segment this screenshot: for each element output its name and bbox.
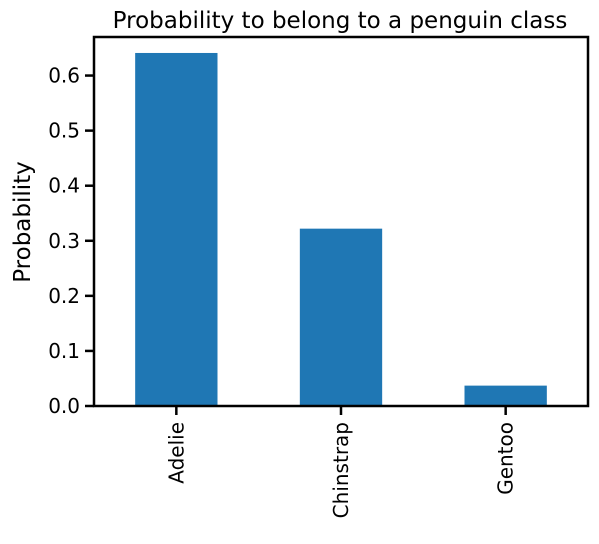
chart-title: Probability to belong to a penguin class <box>113 8 568 34</box>
bar-gentoo <box>464 385 547 406</box>
y-tick-label: 0.0 <box>48 394 80 418</box>
bar-chinstrap <box>299 228 383 406</box>
bar-adelie <box>135 52 218 406</box>
y-tick-label: 0.3 <box>48 229 80 253</box>
y-axis-ticks: 0.0 0.1 0.2 0.3 0.4 0.5 0.6 <box>48 64 94 418</box>
plot-frame <box>92 35 590 408</box>
y-tick-label: 0.1 <box>48 339 80 363</box>
x-axis-ticks: Adelie Chinstrap Gentoo <box>164 406 518 518</box>
y-axis-label: Probability <box>10 161 36 283</box>
y-tick-label: 0.5 <box>48 119 80 143</box>
y-tick-label: 0.2 <box>48 284 80 308</box>
bars-group <box>135 52 547 406</box>
x-tick-label-chinstrap: Chinstrap <box>329 422 353 518</box>
y-tick-label: 0.6 <box>48 64 80 88</box>
x-tick-label-gentoo: Gentoo <box>494 422 518 495</box>
x-tick-label-adelie: Adelie <box>164 422 188 484</box>
y-tick-label: 0.4 <box>48 174 80 198</box>
